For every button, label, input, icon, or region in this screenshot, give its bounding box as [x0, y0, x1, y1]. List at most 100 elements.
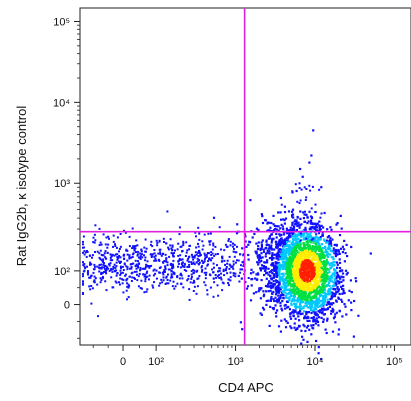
data-point — [302, 211, 305, 214]
data-point — [281, 225, 284, 228]
data-point — [322, 297, 325, 300]
data-point — [320, 255, 323, 258]
data-point — [334, 253, 338, 256]
data-point — [126, 259, 129, 262]
data-point — [299, 296, 302, 299]
data-point — [277, 297, 281, 300]
data-point — [294, 183, 297, 186]
data-point — [298, 182, 301, 185]
data-point — [276, 245, 279, 248]
data-point — [274, 266, 277, 269]
data-point — [192, 290, 195, 292]
data-point — [171, 245, 174, 248]
data-point — [343, 303, 346, 306]
data-point — [300, 307, 303, 311]
data-point — [227, 282, 230, 284]
data-point — [225, 266, 228, 268]
data-point — [312, 255, 315, 258]
data-point — [173, 252, 175, 255]
data-point — [309, 309, 312, 312]
data-point — [118, 255, 121, 257]
data-point — [324, 249, 327, 252]
data-point — [203, 271, 206, 274]
data-point — [166, 279, 169, 281]
data-point — [151, 253, 154, 256]
data-point — [256, 248, 260, 251]
data-point — [301, 335, 304, 338]
data-point — [290, 327, 293, 330]
data-point — [325, 239, 328, 242]
data-point — [204, 267, 207, 270]
data-point — [301, 254, 305, 257]
data-point — [132, 262, 135, 265]
data-point — [308, 245, 311, 248]
data-point — [154, 254, 157, 257]
data-point — [187, 275, 190, 277]
data-point — [86, 265, 88, 268]
data-point — [306, 241, 309, 244]
data-point — [340, 280, 343, 283]
data-point — [341, 287, 344, 290]
data-point — [96, 265, 99, 268]
data-point — [310, 248, 313, 251]
data-point — [280, 218, 283, 221]
data-point — [290, 262, 293, 265]
y-axis-title: Rat IgG2b, κ isotype control — [14, 106, 29, 267]
data-point — [271, 237, 274, 240]
data-point — [111, 268, 114, 271]
data-point — [321, 279, 324, 282]
data-point — [163, 269, 166, 272]
data-point — [283, 211, 287, 214]
data-point — [223, 274, 226, 277]
data-point — [108, 264, 111, 267]
data-point — [204, 254, 207, 257]
data-point — [314, 229, 317, 232]
data-point — [155, 269, 158, 272]
data-point — [113, 266, 116, 269]
data-point — [284, 284, 287, 287]
data-point — [204, 284, 207, 287]
data-point — [128, 255, 131, 258]
data-point — [105, 268, 108, 270]
data-point — [322, 307, 325, 310]
data-point — [310, 333, 313, 336]
data-point — [298, 234, 301, 237]
data-point — [341, 292, 344, 295]
data-point — [97, 315, 99, 318]
data-point — [146, 270, 149, 273]
data-point — [188, 263, 191, 266]
data-point — [284, 238, 287, 241]
data-point — [298, 280, 302, 283]
data-point — [325, 303, 328, 306]
data-point — [298, 319, 301, 322]
data-point — [270, 244, 273, 247]
data-point — [164, 265, 167, 268]
data-point — [341, 272, 345, 275]
data-point — [289, 229, 292, 232]
data-point — [336, 280, 339, 283]
data-point — [286, 265, 289, 268]
data-point — [325, 331, 328, 335]
data-point — [93, 268, 96, 271]
data-point — [328, 305, 331, 308]
data-point — [202, 261, 205, 264]
data-point — [280, 307, 283, 310]
data-point — [306, 280, 309, 283]
data-point — [192, 268, 195, 271]
data-point — [159, 251, 162, 254]
data-point — [292, 314, 295, 317]
data-point — [309, 241, 312, 244]
data-point — [331, 238, 334, 241]
data-point — [301, 295, 304, 298]
data-point — [178, 226, 181, 229]
data-point — [131, 276, 134, 279]
data-point — [83, 253, 86, 256]
data-point — [179, 254, 182, 257]
data-point — [186, 279, 189, 282]
data-point — [222, 269, 225, 272]
data-point — [255, 250, 258, 253]
data-point — [333, 243, 336, 246]
data-point — [100, 263, 103, 266]
data-point — [211, 248, 214, 251]
data-point — [109, 262, 112, 265]
